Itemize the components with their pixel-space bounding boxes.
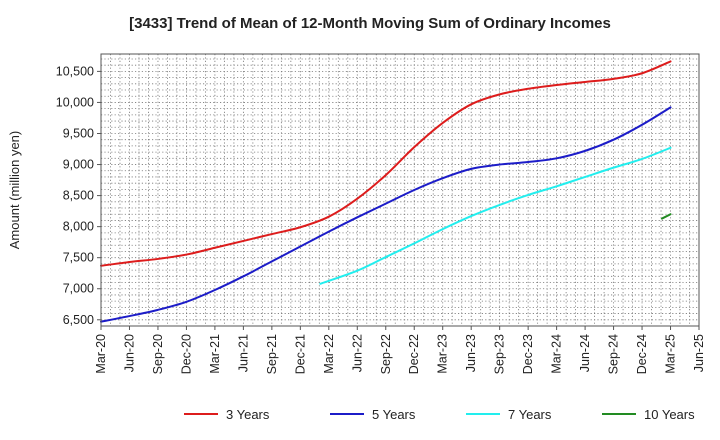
legend: 3 Years 5 Years 7 Years 10 Years bbox=[184, 407, 695, 422]
legend-label: 3 Years bbox=[226, 407, 270, 422]
x-tick-label: Jun-25 bbox=[692, 334, 706, 372]
series-line-7-years bbox=[319, 146, 672, 285]
x-tick-label: Jun-22 bbox=[350, 334, 364, 372]
x-tick-label: Mar-20 bbox=[94, 334, 108, 374]
y-tick-label: 8,500 bbox=[63, 189, 94, 203]
legend-label: 10 Years bbox=[644, 407, 695, 422]
grid-layer bbox=[101, 54, 699, 326]
x-tick-label: Sep-24 bbox=[607, 334, 621, 374]
legend-label: 5 Years bbox=[372, 407, 416, 422]
legend-label: 7 Years bbox=[508, 407, 552, 422]
x-tick-label: Jun-21 bbox=[236, 334, 250, 372]
x-tick-label: Sep-23 bbox=[493, 334, 507, 374]
x-tick-label: Mar-23 bbox=[436, 334, 450, 374]
x-tick-label: Mar-25 bbox=[664, 334, 678, 374]
y-tick-label: 7,000 bbox=[63, 282, 94, 296]
x-tick-label: Dec-22 bbox=[407, 334, 421, 374]
plot-frame bbox=[100, 53, 700, 327]
series-line-5-years bbox=[100, 106, 672, 323]
y-axis-label: Amount (million yen) bbox=[7, 131, 22, 250]
x-tick-label: Dec-24 bbox=[635, 334, 649, 374]
x-tick-label: Mar-22 bbox=[322, 334, 336, 374]
x-tick-labels: Mar-20 Jun-20 Sep-20 Dec-20 Mar-21 Jun-21 Sep-… bbox=[94, 326, 706, 374]
x-tick-label: Jun-23 bbox=[464, 334, 478, 372]
y-tick-label: 10,500 bbox=[56, 64, 94, 78]
x-tick-label: Sep-20 bbox=[151, 334, 165, 374]
series-lines bbox=[100, 60, 672, 323]
series-line-3-years bbox=[100, 60, 672, 267]
x-tick-label: Mar-21 bbox=[208, 334, 222, 374]
x-tick-label: Dec-23 bbox=[521, 334, 535, 374]
y-tick-label: 8,000 bbox=[63, 220, 94, 234]
x-tick-label: Mar-24 bbox=[550, 334, 564, 374]
y-tick-label: 7,500 bbox=[63, 251, 94, 265]
x-tick-label: Dec-21 bbox=[293, 334, 307, 374]
chart-title: [3433] Trend of Mean of 12-Month Moving … bbox=[129, 15, 611, 32]
x-tick-label: Dec-20 bbox=[179, 334, 193, 374]
x-tick-label: Jun-24 bbox=[578, 334, 592, 372]
y-tick-label: 6,500 bbox=[63, 313, 94, 327]
y-tick-label: 9,500 bbox=[63, 126, 94, 140]
x-tick-label: Sep-21 bbox=[265, 334, 279, 374]
y-tick-label: 9,000 bbox=[63, 158, 94, 172]
y-tick-label: 10,000 bbox=[56, 95, 94, 109]
series-line-10-years bbox=[660, 213, 672, 220]
x-tick-label: Sep-22 bbox=[379, 334, 393, 374]
y-tick-labels: 6,500 7,000 7,500 8,000 8,500 9,000 9,500 10,00… bbox=[56, 64, 101, 327]
x-tick-label: Jun-20 bbox=[122, 334, 136, 372]
